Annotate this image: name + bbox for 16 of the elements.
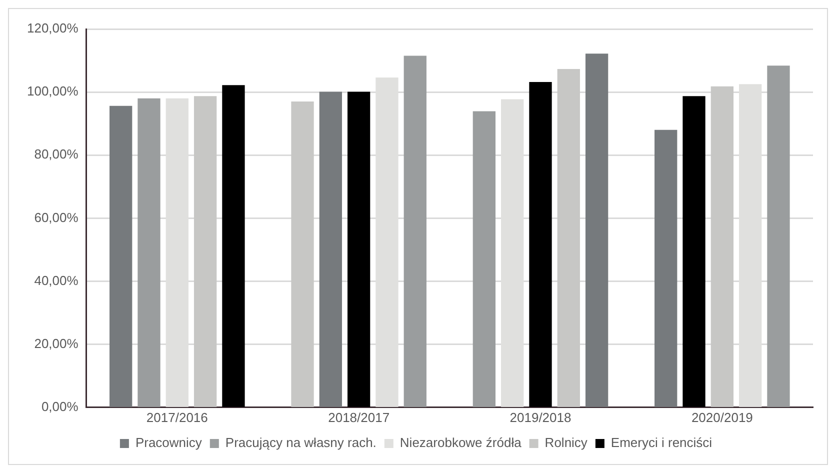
legend-label: Pracujący na własny rach. — [225, 435, 376, 450]
x-tick-label: 2017/2016 — [146, 410, 208, 425]
legend-label: Pracownicy — [135, 435, 202, 450]
legend-label: Emeryci i renciści — [610, 435, 712, 450]
x-tick-label: 2018/2017 — [328, 410, 390, 425]
legend-label: Niezarobkowe źródła — [400, 435, 522, 450]
y-tick-label: 20,00% — [34, 336, 79, 351]
y-tick-label: 60,00% — [34, 210, 79, 225]
y-tick-label: 80,00% — [34, 146, 79, 162]
legend-label: Rolnicy — [544, 435, 588, 450]
y-tick-label: 0,00% — [41, 398, 79, 414]
x-tick-label: 2020/2019 — [691, 410, 753, 425]
x-tick-label: 2019/2018 — [510, 410, 572, 425]
y-tick-label: 100,00% — [26, 84, 79, 99]
y-tick-label: 120,00% — [26, 20, 79, 36]
y-tick-label: 40,00% — [34, 272, 79, 288]
